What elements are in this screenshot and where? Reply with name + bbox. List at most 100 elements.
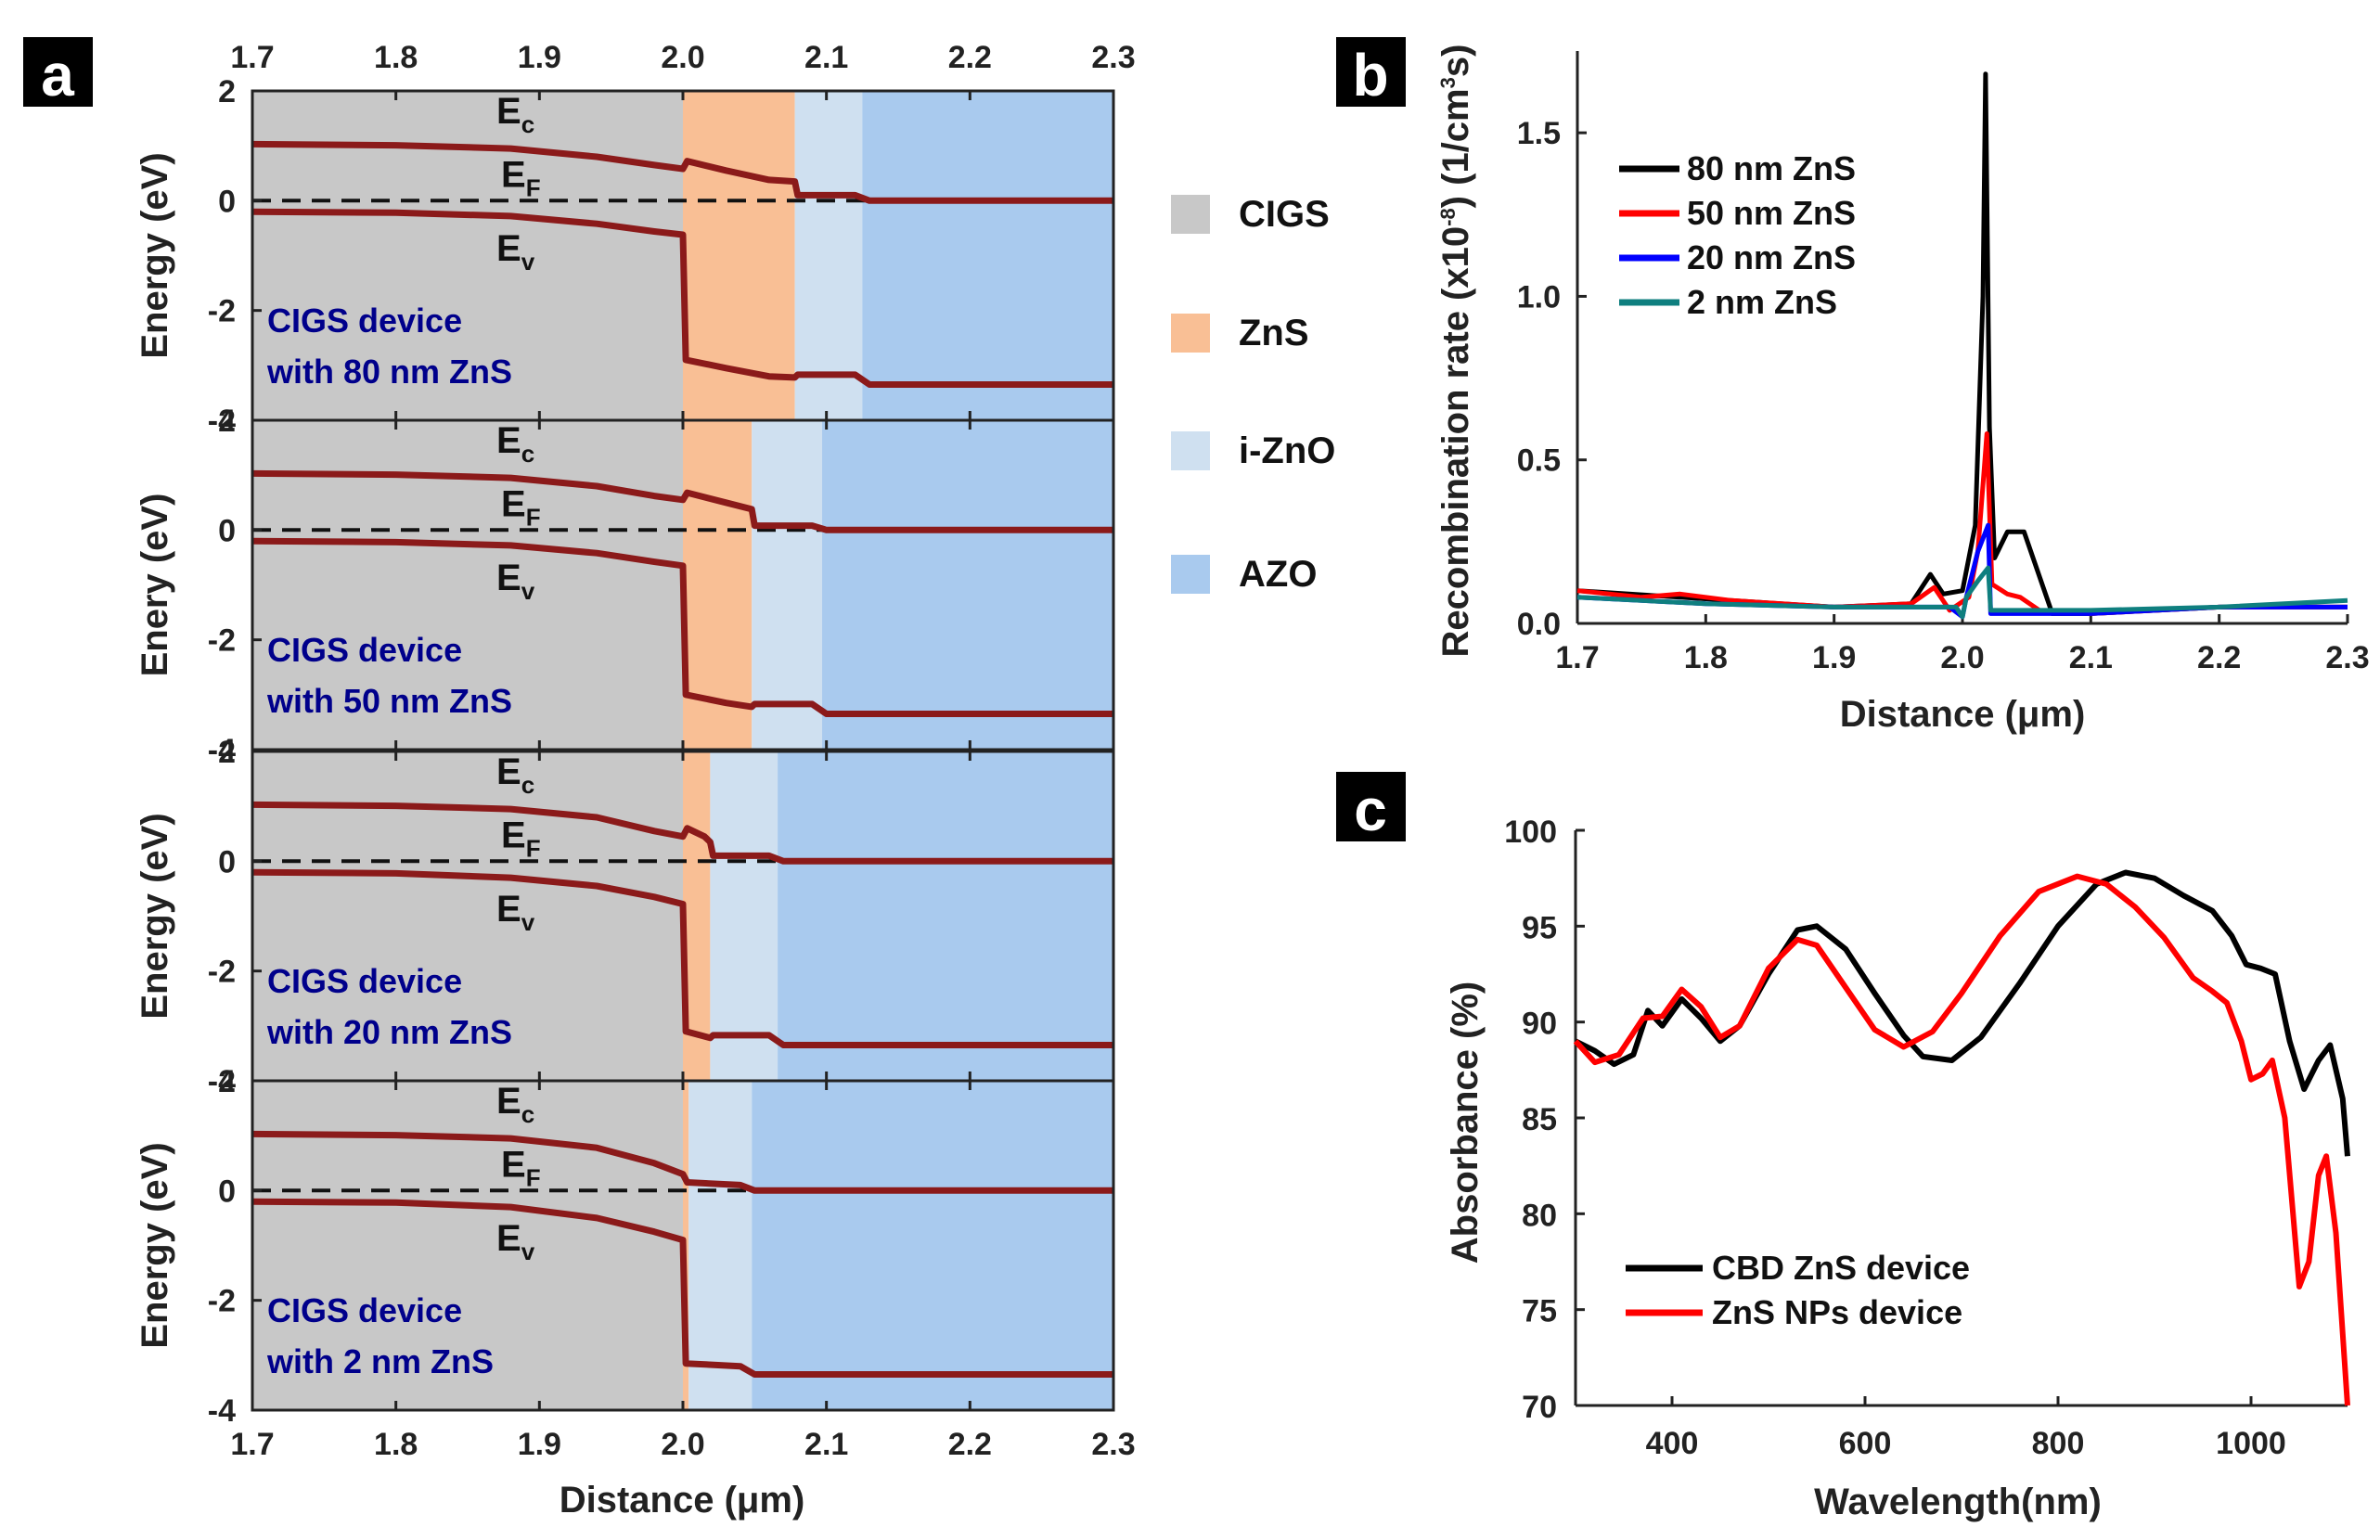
- y-tick-label: 2: [218, 74, 236, 109]
- ev-label: Ev: [496, 889, 535, 936]
- panel-a: a 1.7 1.8 1.9 2.0 2.1 2.2 2.3 -4 -2 0 2 Energy (eV…: [23, 37, 1335, 1521]
- panel-a-x-axis-label: Distance (μm): [560, 1480, 805, 1521]
- ev-label-main: E: [496, 1218, 521, 1259]
- ev-label-sub: v: [521, 248, 535, 276]
- panel-b-x-tick-label-2: 1.9: [1812, 640, 1856, 675]
- device-label-line2: with 2 nm ZnS: [266, 1342, 494, 1380]
- conduction-band-line: [251, 801, 1113, 865]
- ef-label-main: E: [501, 815, 526, 855]
- panel-a-top-tick-label-3: 2.0: [661, 40, 704, 75]
- panel-b-y-axis-label: Recombination rate (x10-8) (1/cm3s): [1435, 45, 1476, 658]
- panel-b-x-tick-label-4: 2.1: [2069, 640, 2113, 675]
- ef-label: EF: [501, 154, 541, 201]
- region-azo: [862, 91, 1113, 420]
- y-tick-label: -4: [208, 733, 236, 768]
- ev-label-sub: v: [521, 908, 535, 936]
- panel-c-x-tick-label-2: 800: [2032, 1426, 2085, 1461]
- region-izno: [710, 751, 778, 1081]
- panel-b-x-tick-label-1: 1.8: [1684, 640, 1728, 675]
- conduction-band-line: [251, 1130, 1113, 1194]
- device-label-line1: CIGS device: [267, 302, 462, 340]
- panel-c-plot: 70 75 80 85 90 95 100 400 600 800 1000 CBD ZnS devi…: [1504, 815, 2350, 1461]
- ec-label-sub: c: [521, 771, 534, 799]
- ef-label-sub: F: [526, 834, 541, 862]
- panel-c-x-tick-label-3: 1000: [2216, 1426, 2286, 1461]
- panel-a-bottom-tick-label-3: 2.0: [661, 1427, 704, 1462]
- ec-label: Ec: [496, 91, 534, 138]
- legend-swatch-azo: [1171, 555, 1210, 594]
- panel-b-y-tick-label-0: 0.0: [1517, 607, 1561, 642]
- panel-b-legend-label-2: 20 nm ZnS: [1687, 238, 1856, 276]
- panel-a-bottom-tick-label-5: 2.2: [948, 1427, 992, 1462]
- valence-band-line: [251, 868, 1113, 1048]
- ec-label: Ec: [496, 751, 534, 799]
- panel-a-bottom-x-ticks: 1.7 1.8 1.9 2.0 2.1 2.2 2.3: [230, 1427, 1135, 1462]
- panel-c-x-tick-label-0: 400: [1646, 1426, 1699, 1461]
- panel-b: b 0.0 0.5 1.0 1.5 1.7 1.8 1.9 2.0 2.1 2.2 2.3 80 nm…: [1336, 37, 2370, 735]
- y-tick-label: -2: [208, 1284, 236, 1319]
- panel-c-y-tick-label-6: 100: [1504, 815, 1557, 850]
- ef-label-main: E: [501, 154, 526, 195]
- ev-label: Ev: [496, 558, 535, 605]
- panel-b-y-tick-label-1: 0.5: [1517, 443, 1561, 479]
- panel-c-y-axis-label: Absorbance (%): [1445, 982, 1486, 1264]
- legend-label-zns: ZnS: [1239, 313, 1309, 353]
- ef-label: EF: [501, 815, 541, 862]
- y-tick-label: -2: [208, 955, 236, 990]
- legend-swatch-izno: [1171, 431, 1210, 470]
- panel-a-label: a: [41, 42, 74, 109]
- ec-label: Ec: [496, 420, 534, 468]
- region-azo: [752, 1081, 1113, 1410]
- panel-c-y-tick-label-2: 80: [1522, 1198, 1557, 1233]
- ec-label-sub: c: [521, 110, 534, 138]
- panel-a-top-tick-label-0: 1.7: [230, 40, 274, 75]
- panel-a-top-tick-label-4: 2.1: [804, 40, 848, 75]
- ef-label-main: E: [501, 1144, 526, 1185]
- panel-a-top-tick-label-6: 2.3: [1091, 40, 1135, 75]
- ec-label-main: E: [496, 420, 521, 461]
- ec-label-sub: c: [521, 440, 534, 468]
- y-tick-label: 2: [218, 1064, 236, 1099]
- panel-b-legend-label-3: 2 nm ZnS: [1687, 283, 1837, 321]
- ev-label: Ev: [496, 228, 535, 276]
- conduction-band-line: [251, 469, 1113, 533]
- panel-a-legend: CIGS ZnS i-ZnO AZO: [1171, 194, 1335, 595]
- panel-c-y-tick-label-3: 85: [1522, 1102, 1557, 1137]
- panel-b-x-tick-label-3: 2.0: [1940, 640, 1984, 675]
- panel-c-x-axis-label: Wavelength(nm): [1814, 1482, 2102, 1522]
- panel-b-x-tick-label-5: 2.2: [2197, 640, 2241, 675]
- region-azo: [778, 751, 1113, 1081]
- y-axis-label: Energy (eV): [135, 813, 175, 1019]
- panel-b-y-tick-label-2: 1.0: [1517, 279, 1561, 314]
- ev-label-main: E: [496, 228, 521, 269]
- panel-a-top-tick-label-2: 1.9: [518, 40, 561, 75]
- y-tick-label: 0: [218, 184, 236, 219]
- region-izno: [752, 420, 823, 750]
- device-label-line2: with 80 nm ZnS: [266, 353, 512, 391]
- ec-label-main: E: [496, 1081, 521, 1122]
- device-label-line2: with 50 nm ZnS: [266, 682, 512, 720]
- panel-a-bottom-tick-label-0: 1.7: [230, 1427, 274, 1462]
- ef-label: EF: [501, 1144, 541, 1191]
- y-tick-label: 2: [218, 735, 236, 770]
- y-tick-label: -2: [208, 623, 236, 659]
- ef-label-main: E: [501, 483, 526, 524]
- ev-label-sub: v: [521, 577, 535, 605]
- device-label-line1: CIGS device: [267, 631, 462, 669]
- device-label-line2: with 20 nm ZnS: [266, 1013, 512, 1051]
- ec-label-main: E: [496, 751, 521, 792]
- ef-label-sub: F: [526, 503, 541, 531]
- panel-a-top-tick-label-1: 1.8: [374, 40, 418, 75]
- y-tick-label: 0: [218, 844, 236, 879]
- panel-c-series-line-1: [1573, 873, 2350, 1406]
- panel-b-x-tick-label-0: 1.7: [1555, 640, 1599, 675]
- panel-c-badge: [1336, 772, 1406, 841]
- ev-label-main: E: [496, 889, 521, 930]
- device-label-line1: CIGS device: [267, 962, 462, 1000]
- panel-a-badge: [23, 37, 93, 107]
